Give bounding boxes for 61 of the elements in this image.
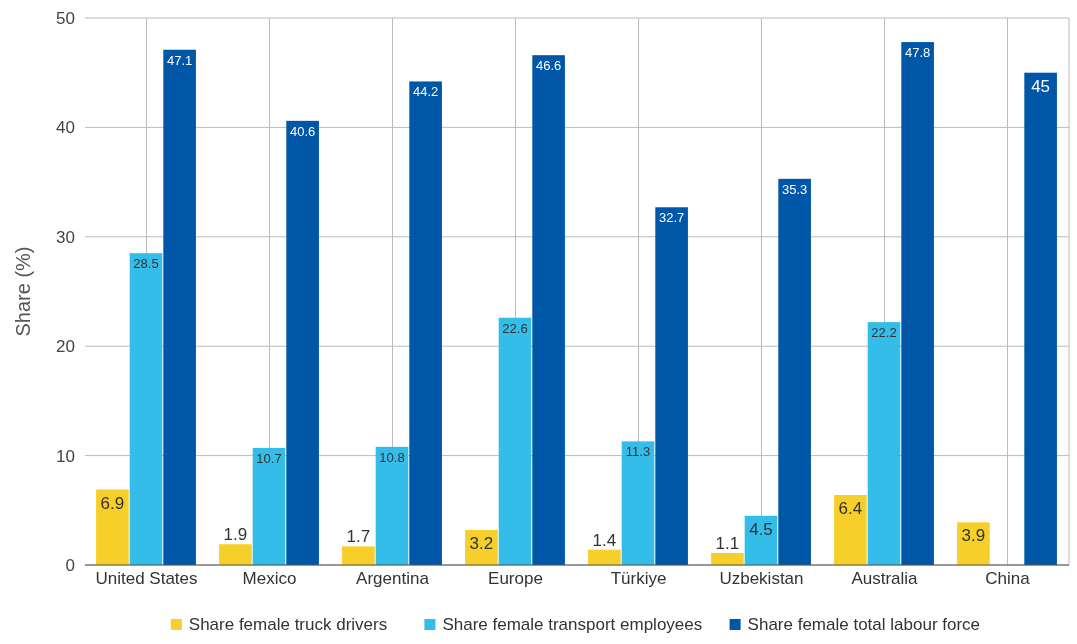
bar — [498, 317, 532, 565]
x-tick-label: Türkiye — [610, 569, 667, 588]
bar — [588, 549, 621, 565]
data-label: 3.9 — [961, 526, 986, 546]
bar — [778, 178, 811, 565]
legend-label: Share female total labour force — [747, 615, 981, 634]
data-label: 40.6 — [289, 123, 316, 139]
data-label: 1.9 — [223, 525, 248, 545]
bar — [252, 447, 286, 565]
bar — [409, 81, 442, 565]
data-label: 6.4 — [838, 498, 863, 518]
x-tick-label: Mexico — [242, 569, 297, 588]
data-label: 46.6 — [535, 58, 562, 74]
bar — [342, 546, 375, 565]
bar — [129, 253, 163, 565]
data-label: 47.1 — [166, 52, 193, 68]
data-label: 32.7 — [658, 210, 685, 226]
y-axis-title: Share (%) — [12, 246, 34, 337]
data-label: 1.7 — [346, 527, 371, 547]
bar — [834, 494, 867, 565]
bar — [655, 207, 688, 565]
data-label: 11.3 — [625, 444, 651, 460]
data-label: 45 — [1031, 76, 1051, 96]
data-label: 1.4 — [592, 530, 617, 550]
bar — [532, 55, 565, 565]
x-tick-label: United States — [95, 569, 198, 588]
y-tick-label: 50 — [56, 8, 75, 28]
y-tick-label: 30 — [56, 227, 75, 247]
data-label: 28.5 — [133, 256, 159, 272]
bar — [375, 446, 409, 565]
data-label: 6.9 — [100, 493, 125, 513]
data-label: 4.5 — [749, 519, 773, 539]
bar — [867, 322, 901, 565]
data-label: 3.2 — [469, 533, 494, 553]
bar — [1024, 72, 1057, 565]
bar — [711, 552, 744, 565]
bar — [286, 120, 319, 565]
x-tick-label: China — [985, 569, 1031, 588]
y-tick-label: 10 — [56, 446, 75, 466]
y-tick-label: 20 — [56, 337, 75, 357]
bar — [901, 42, 934, 565]
bar — [163, 49, 196, 565]
x-tick-label: Australia — [851, 569, 919, 588]
data-label: 44.2 — [412, 84, 439, 100]
y-tick-label: 40 — [56, 118, 75, 138]
y-tick-label: 0 — [65, 555, 75, 575]
legend-label: Share female transport employees — [442, 615, 703, 634]
data-label: 35.3 — [781, 181, 808, 197]
x-tick-label: Europe — [488, 569, 543, 588]
data-label: 22.2 — [871, 325, 897, 341]
bar — [219, 544, 252, 565]
bar — [621, 441, 655, 565]
data-label: 47.8 — [904, 45, 931, 61]
legend-label: Share female truck drivers — [188, 615, 388, 634]
data-label: 22.6 — [502, 320, 528, 336]
bar — [96, 489, 129, 565]
x-tick-label: Uzbekistan — [719, 569, 804, 588]
data-label: 10.8 — [379, 449, 405, 465]
data-label: 1.1 — [715, 533, 740, 553]
data-label: 10.7 — [256, 450, 282, 466]
x-tick-label: Argentina — [356, 569, 430, 588]
